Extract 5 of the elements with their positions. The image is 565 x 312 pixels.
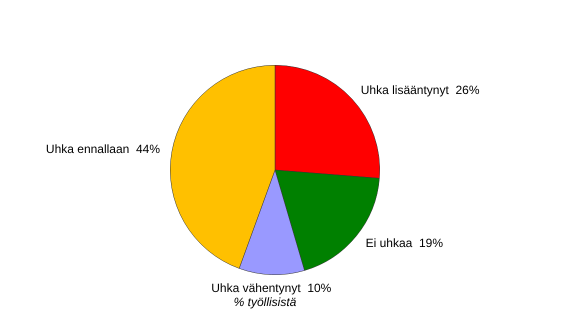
slice-label: Uhka vähentynyt 10%: [211, 281, 332, 296]
slice-label: Uhka ennallaan 44%: [46, 142, 160, 156]
text: % työllisistä: [234, 295, 297, 310]
slice-label: Uhka lisääntynyt 26%: [360, 83, 480, 98]
slice-label: Ei uhkaa 19%: [366, 236, 444, 250]
